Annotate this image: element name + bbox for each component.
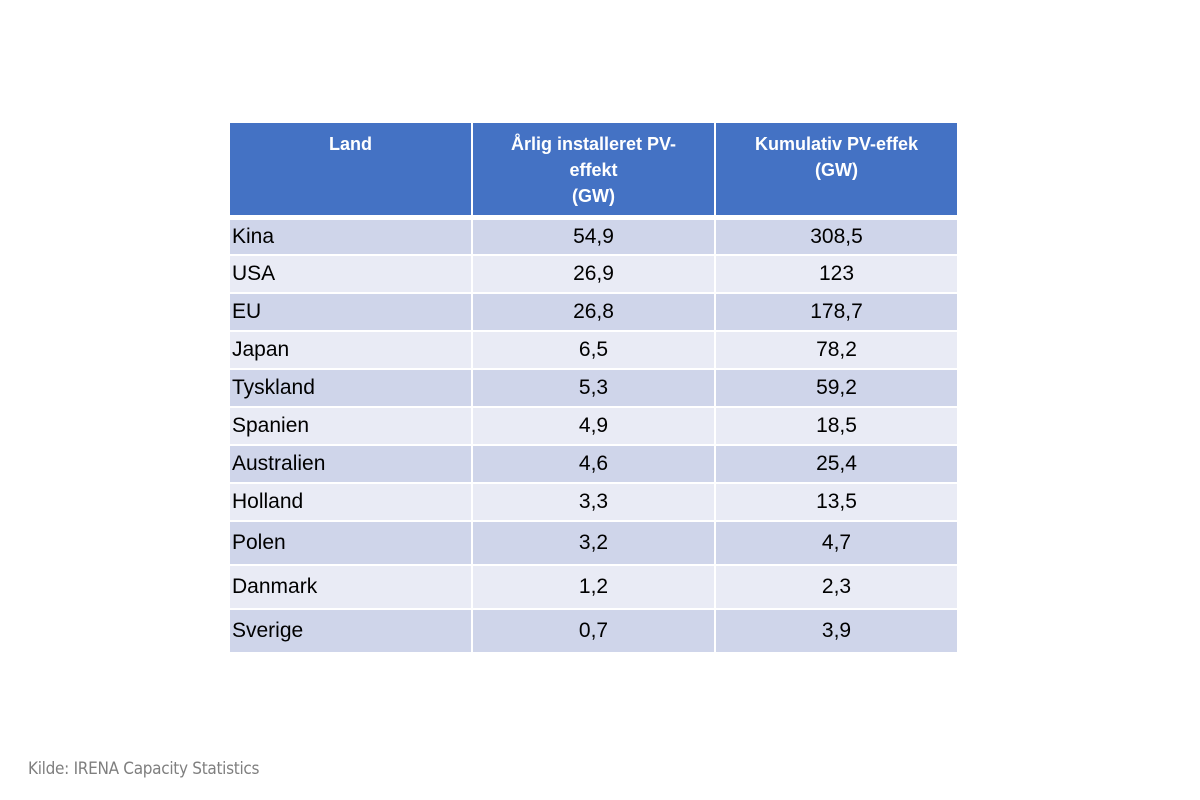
annual-cell: 54,9 (471, 216, 716, 256)
annual-cell: 4,9 (471, 406, 716, 446)
annual-cell: 6,5 (471, 330, 716, 370)
country-cell: Holland (230, 482, 473, 522)
table-row: Sverige 0,7 3,9 (230, 608, 957, 654)
country-cell: Spanien (230, 406, 473, 446)
source-caption: Kilde: IRENA Capacity Statistics (28, 759, 260, 779)
annual-cell: 3,3 (471, 482, 716, 522)
cumulative-cell: 123 (714, 254, 957, 294)
annual-cell: 26,9 (471, 254, 716, 294)
cumulative-cell: 13,5 (714, 482, 957, 522)
annual-cell: 4,6 (471, 444, 716, 484)
country-cell: Japan (230, 330, 473, 370)
pv-capacity-table: Land Årlig installeret PV- effekt (GW) K… (230, 123, 957, 654)
annual-cell: 1,2 (471, 564, 716, 610)
annual-cell: 26,8 (471, 292, 716, 332)
cumulative-cell: 18,5 (714, 406, 957, 446)
cumulative-cell: 3,9 (714, 608, 957, 654)
header-land: Land (230, 123, 473, 220)
cumulative-cell: 178,7 (714, 292, 957, 332)
annual-cell: 3,2 (471, 520, 716, 566)
table-row: Danmark 1,2 2,3 (230, 564, 957, 610)
table-row: USA 26,9 123 (230, 254, 957, 294)
country-cell: Australien (230, 444, 473, 484)
cumulative-cell: 4,7 (714, 520, 957, 566)
table-row: Polen 3,2 4,7 (230, 520, 957, 566)
country-cell: Polen (230, 520, 473, 566)
cumulative-cell: 59,2 (714, 368, 957, 408)
country-cell: Kina (230, 216, 473, 256)
header-annual-installed: Årlig installeret PV- effekt (GW) (471, 123, 716, 220)
country-cell: Tyskland (230, 368, 473, 408)
country-cell: Danmark (230, 564, 473, 610)
table-row: EU 26,8 178,7 (230, 292, 957, 332)
annual-cell: 0,7 (471, 608, 716, 654)
table-header-row: Land Årlig installeret PV- effekt (GW) K… (230, 123, 957, 220)
cumulative-cell: 308,5 (714, 216, 957, 256)
annual-cell: 5,3 (471, 368, 716, 408)
table-row: Japan 6,5 78,2 (230, 330, 957, 370)
country-cell: Sverige (230, 608, 473, 654)
country-cell: EU (230, 292, 473, 332)
table-row: Holland 3,3 13,5 (230, 482, 957, 522)
table-row: Australien 4,6 25,4 (230, 444, 957, 484)
table-row: Spanien 4,9 18,5 (230, 406, 957, 446)
cumulative-cell: 25,4 (714, 444, 957, 484)
table-row: Kina 54,9 308,5 (230, 216, 957, 256)
cumulative-cell: 2,3 (714, 564, 957, 610)
table-row: Tyskland 5,3 59,2 (230, 368, 957, 408)
header-cumulative: Kumulativ PV-effek (GW) (714, 123, 957, 220)
cumulative-cell: 78,2 (714, 330, 957, 370)
country-cell: USA (230, 254, 473, 294)
